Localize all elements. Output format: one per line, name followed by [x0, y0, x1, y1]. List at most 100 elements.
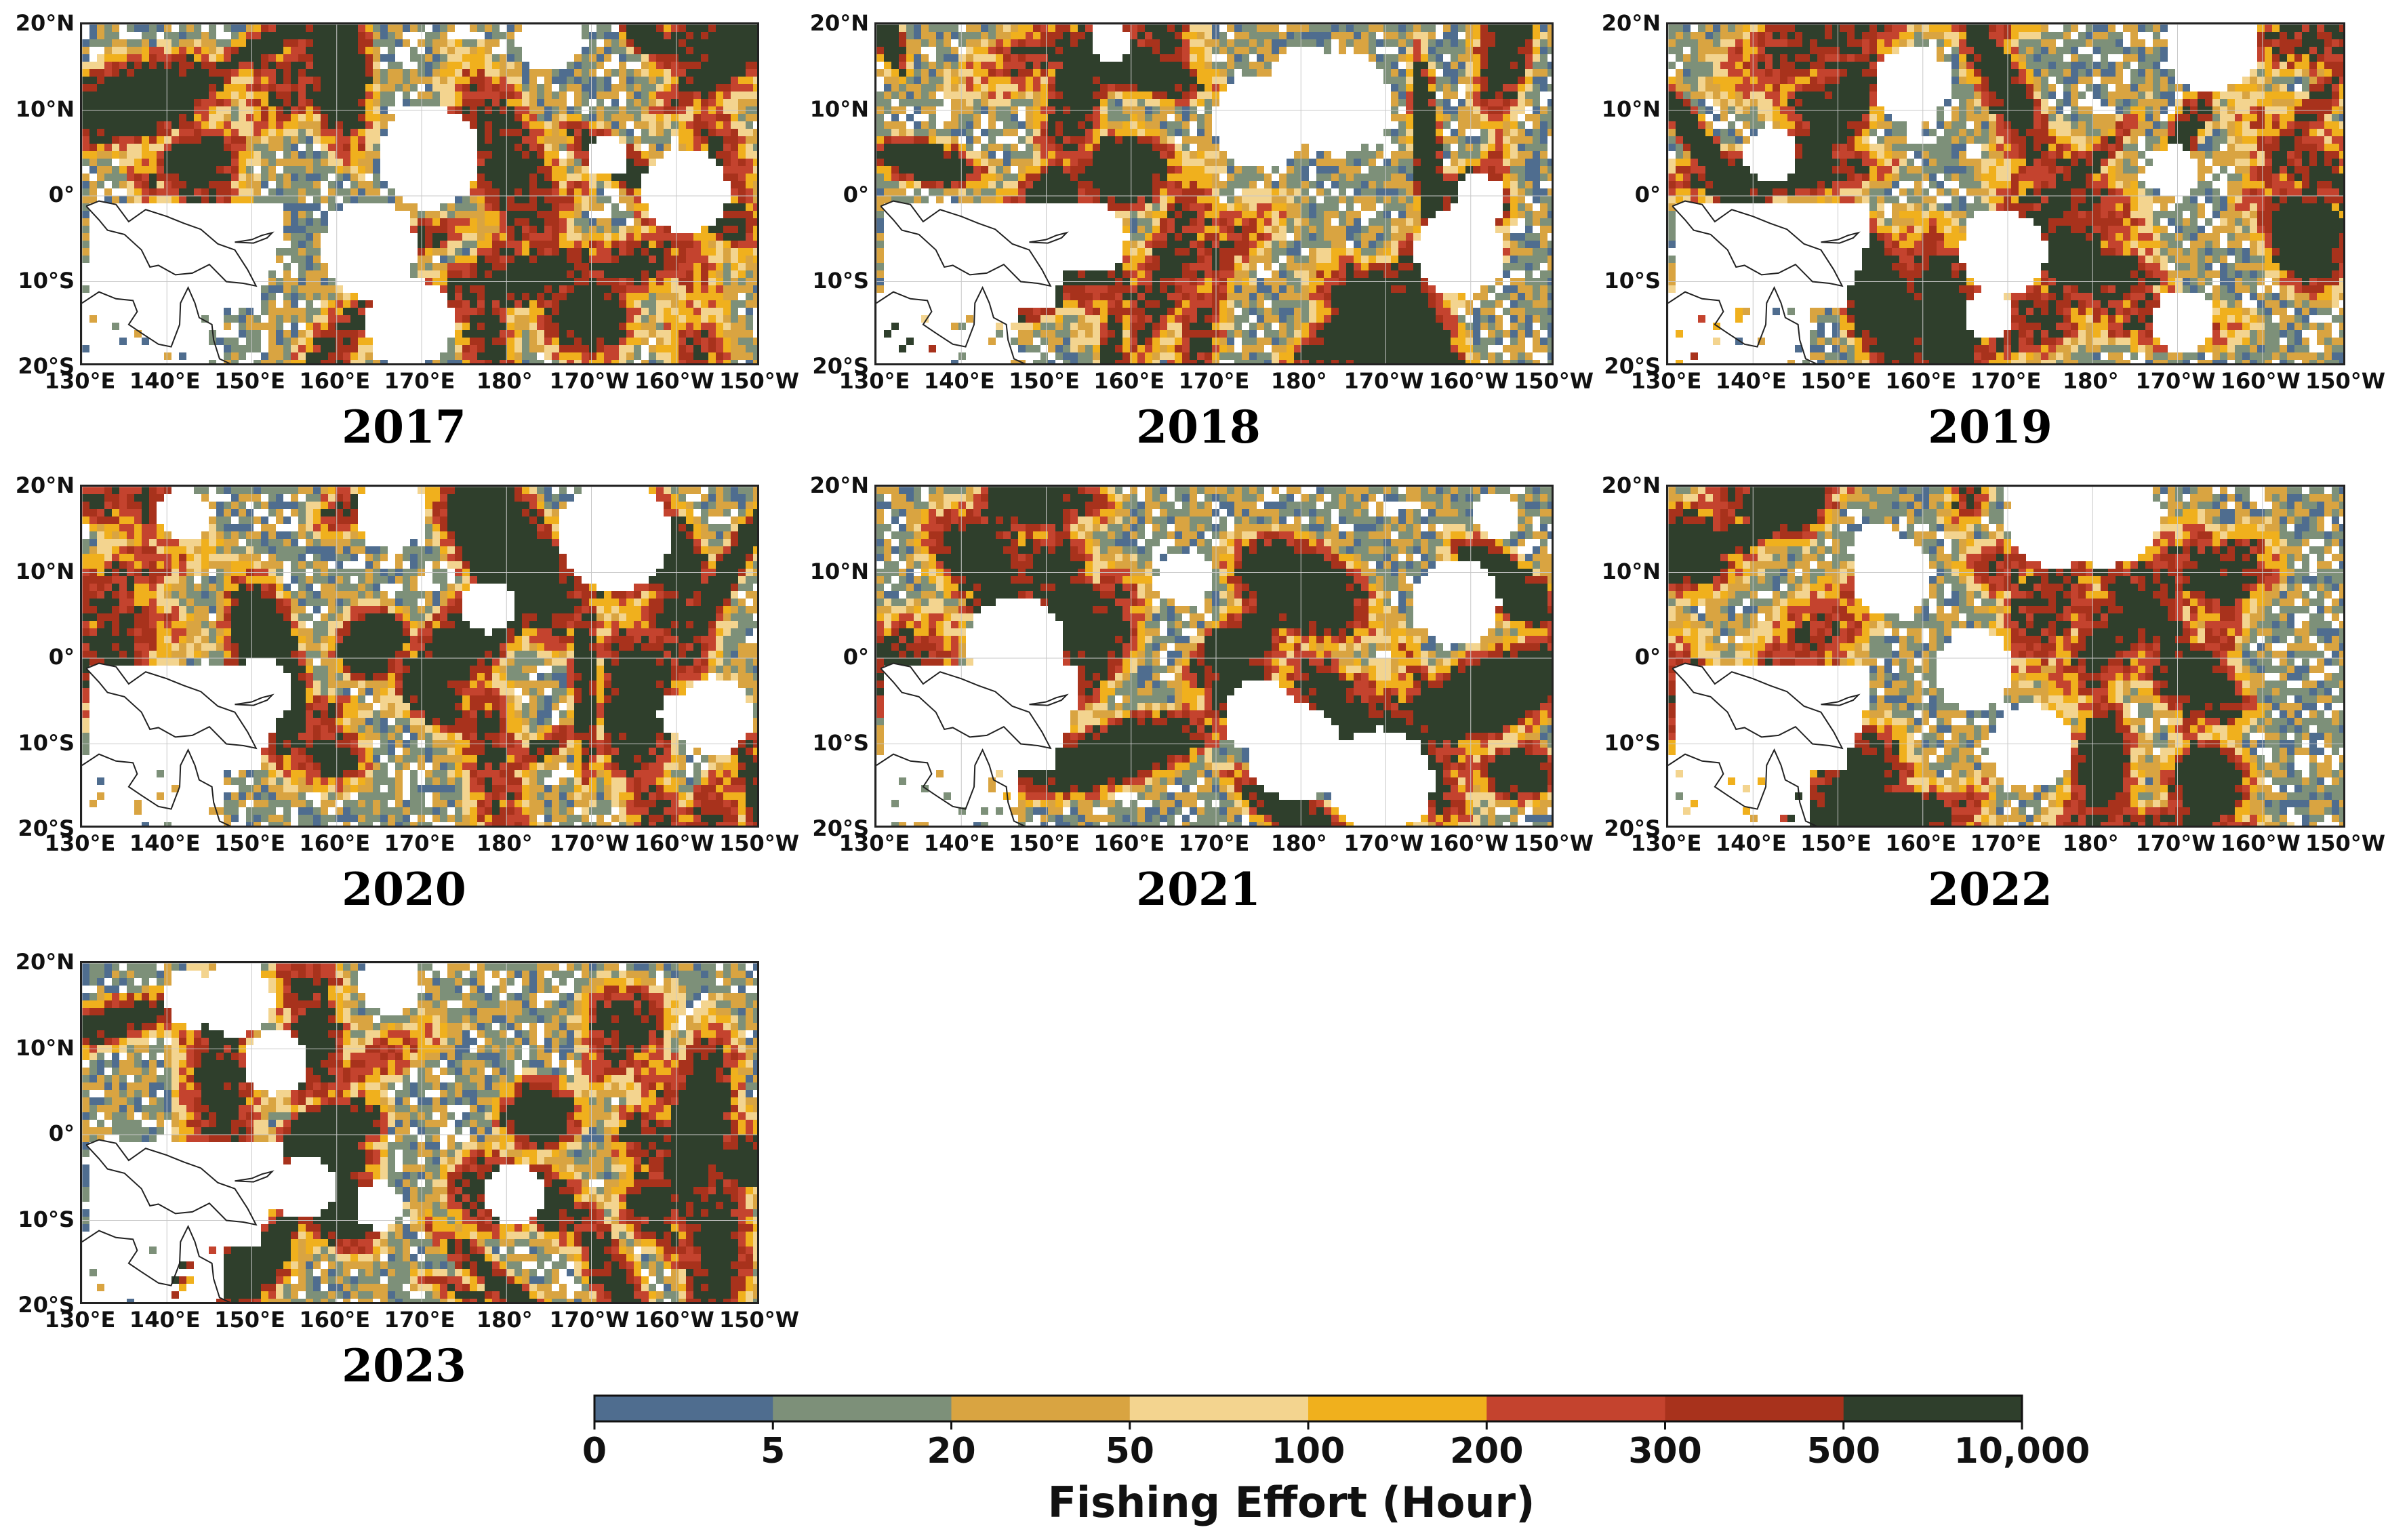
fishing-effort-heatmap	[82, 24, 757, 363]
png-coastline	[1672, 662, 1844, 750]
graticule	[82, 24, 757, 363]
lat-tick-label: 0°	[0, 1120, 75, 1146]
lon-tick-label: 150°W	[2305, 830, 2385, 856]
lon-tick-label: 130°E	[45, 368, 116, 394]
fishing-effort-heatmap	[876, 487, 1552, 826]
lon-tick-label: 160°E	[299, 830, 370, 856]
lon-tick-label: 150°W	[719, 830, 799, 856]
lon-tick-label: 130°E	[45, 1307, 116, 1333]
map-frame	[80, 22, 759, 365]
lat-tick-label: 10°S	[0, 268, 75, 293]
lat-tick-label: 20°N	[1586, 472, 1661, 498]
heatmap-cells	[876, 487, 1552, 826]
png-coastline	[1029, 231, 1069, 244]
lon-tick-label: 170°E	[384, 1307, 456, 1333]
australia-coastline	[82, 285, 231, 363]
map-frame	[874, 22, 1554, 365]
lon-tick-label: 160°E	[1885, 368, 1956, 394]
australia-coastline	[82, 1224, 231, 1302]
lon-tick-label: 180°	[1271, 830, 1327, 856]
heatmap-cells	[876, 24, 1552, 363]
lon-tick-label: 160°W	[2221, 368, 2301, 394]
lon-tick-label: 170°W	[549, 368, 629, 394]
panel-year-title: 2022	[1928, 863, 2052, 916]
lon-tick-label: 140°E	[129, 1307, 201, 1333]
panel-year-title: 2021	[1136, 863, 1261, 916]
lat-tick-label: 20°S	[794, 815, 869, 841]
lat-tick-label: 20°S	[794, 353, 869, 379]
lat-tick-label: 20°S	[0, 815, 75, 841]
lon-tick-label: 150°W	[1514, 368, 1594, 394]
fishing-effort-heatmap	[1668, 24, 2343, 363]
lon-tick-label: 130°E	[839, 830, 910, 856]
colorbar-segment	[1486, 1396, 1665, 1421]
lon-tick-label: 150°E	[214, 1307, 285, 1333]
lat-tick-label: 10°N	[0, 96, 75, 122]
colorbar-tick-label: 10,000	[1954, 1431, 2090, 1472]
colorbar-tick-label: 5	[761, 1431, 785, 1472]
colorbar-tick-label: 500	[1806, 1431, 1880, 1472]
colorbar-segment	[1129, 1396, 1309, 1421]
map-frame	[874, 485, 1554, 828]
lon-tick-label: 130°E	[1631, 368, 1702, 394]
panel-year-title: 2023	[342, 1339, 466, 1392]
lat-tick-label: 10°S	[0, 730, 75, 756]
lat-tick-label: 0°	[1586, 182, 1661, 207]
lon-tick-label: 150°E	[214, 368, 285, 394]
lat-tick-label: 20°N	[0, 949, 75, 975]
australia-coastline	[876, 285, 1026, 363]
lat-tick-label: 0°	[794, 644, 869, 670]
png-coastline	[235, 693, 275, 706]
png-coastline	[880, 200, 1052, 287]
australia-coastline	[82, 748, 231, 826]
lon-tick-label: 140°E	[1716, 830, 1787, 856]
lon-tick-label: 130°E	[1631, 830, 1702, 856]
colorbar-segment	[951, 1396, 1131, 1421]
png-coastline	[85, 200, 258, 287]
lon-tick-label: 170°E	[384, 368, 456, 394]
colorbar-tick-label: 100	[1272, 1431, 1345, 1472]
png-coastline	[1029, 693, 1069, 706]
lat-tick-label: 10°N	[0, 559, 75, 584]
lon-tick-label: 160°E	[1885, 830, 1956, 856]
lat-tick-label: 10°N	[0, 1035, 75, 1061]
lat-tick-label: 20°S	[1586, 815, 1661, 841]
map-frame	[1666, 485, 2345, 828]
lat-tick-label: 20°N	[0, 472, 75, 498]
lat-tick-label: 0°	[0, 644, 75, 670]
lon-tick-label: 140°E	[129, 368, 201, 394]
png-coastline	[235, 1170, 275, 1183]
fishing-effort-heatmap	[82, 487, 757, 826]
colorbar-tick-label: 300	[1628, 1431, 1702, 1472]
lat-tick-label: 10°S	[0, 1207, 75, 1232]
lon-tick-label: 180°	[477, 830, 533, 856]
lon-tick-label: 150°E	[1800, 830, 1871, 856]
lon-tick-label: 180°	[2063, 368, 2119, 394]
colorbar-segment	[773, 1396, 952, 1421]
graticule	[82, 963, 757, 1302]
lat-tick-label: 20°S	[1586, 353, 1661, 379]
lon-tick-label: 170°W	[1343, 830, 1423, 856]
lon-tick-label: 160°E	[1093, 830, 1165, 856]
lat-tick-label: 10°N	[1586, 96, 1661, 122]
lat-tick-label: 20°N	[794, 10, 869, 36]
lon-tick-label: 180°	[2063, 830, 2119, 856]
lon-tick-label: 170°E	[1970, 368, 2042, 394]
lat-tick-label: 10°N	[1586, 559, 1661, 584]
map-frame	[80, 485, 759, 828]
fishing-effort-heatmap	[82, 963, 757, 1302]
lon-tick-label: 170°W	[549, 830, 629, 856]
lon-tick-label: 160°E	[299, 368, 370, 394]
png-coastline	[1821, 693, 1861, 706]
lon-tick-label: 170°E	[1179, 368, 1250, 394]
lon-tick-label: 150°W	[719, 368, 799, 394]
heatmap-cells	[1668, 24, 2343, 363]
heatmap-cells	[82, 963, 757, 1302]
panel-year-title: 2017	[342, 401, 466, 453]
colorbar-segment	[1843, 1396, 2023, 1421]
colorbar-title: Fishing Effort (Hour)	[1048, 1478, 1535, 1527]
colorbar-segment	[1308, 1396, 1487, 1421]
png-coastline	[1821, 231, 1861, 244]
graticule	[1668, 24, 2343, 363]
lon-tick-label: 180°	[477, 368, 533, 394]
